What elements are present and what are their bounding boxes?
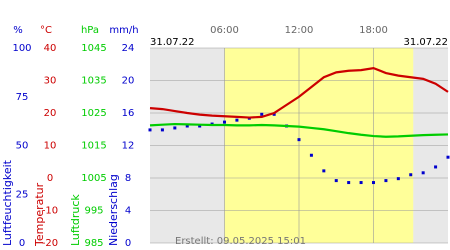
humidity-dot <box>421 171 425 175</box>
created-note: Erstellt: 09.05.2025 15:01 <box>175 236 306 247</box>
axis-unit: mm/h <box>109 25 138 36</box>
x-tick-label: 06:00 <box>210 25 239 36</box>
humidity-dot <box>160 128 164 132</box>
humidity-dot <box>347 181 351 185</box>
y-tick-label: 1035 <box>81 76 106 87</box>
y-tick-label: 30 <box>44 76 57 87</box>
y-tick-label: 995 <box>84 206 103 217</box>
humidity-dot <box>297 138 301 142</box>
axis-name: Luftfeuchtigkeit <box>1 159 14 246</box>
humidity-dot <box>446 155 450 159</box>
y-tick-label: 50 <box>16 141 29 152</box>
y-tick-label: 985 <box>84 238 103 249</box>
series-line <box>149 122 449 138</box>
y-tick-label: 25 <box>16 189 29 200</box>
x-tick-label: 12:00 <box>285 25 314 36</box>
y-tick-label: 1015 <box>81 141 106 152</box>
date-right: 31.07.22 <box>403 37 448 48</box>
y-tick-label: 10 <box>44 141 57 152</box>
y-tick-label: 20 <box>122 76 135 87</box>
humidity-dot <box>322 169 326 173</box>
y-tick-label: 12 <box>122 141 135 152</box>
humidity-dot <box>434 165 438 169</box>
humidity-dot <box>309 153 313 157</box>
y-tick-label: 0 <box>19 238 25 249</box>
x-tick-label: 18:00 <box>359 25 388 36</box>
humidity-dot <box>334 179 338 183</box>
y-tick-label: 0 <box>47 173 53 184</box>
humidity-dot <box>372 181 375 185</box>
humidity-dot <box>384 179 388 183</box>
humidity-dot <box>185 124 189 128</box>
axis-name: Niederschlag <box>107 174 120 246</box>
humidity-dot <box>148 128 152 132</box>
y-tick-label: 24 <box>122 43 135 54</box>
y-tick-label: 1045 <box>81 43 106 54</box>
axis-unit: hPa <box>81 25 99 36</box>
y-tick-label: 0 <box>125 238 131 249</box>
y-tick-label: 8 <box>125 173 131 184</box>
series-line <box>149 67 449 119</box>
y-tick-label: 20 <box>44 108 57 119</box>
humidity-dot <box>235 118 239 122</box>
y-tick-label: 75 <box>16 92 29 103</box>
y-tick-label: 1005 <box>81 173 106 184</box>
y-tick-label: 100 <box>12 43 31 54</box>
y-tick-label: -20 <box>42 238 58 249</box>
axis-name: Temperatur <box>33 182 46 247</box>
humidity-dot <box>173 126 177 130</box>
y-tick-label: 1025 <box>81 108 106 119</box>
y-tick-label: -10 <box>42 206 58 217</box>
humidity-dot <box>409 173 413 177</box>
date-left: 31.07.22 <box>150 37 195 48</box>
humidity-dot <box>198 124 202 128</box>
y-tick-label: 4 <box>125 206 131 217</box>
axis-unit: °C <box>40 25 52 36</box>
humidity-dot <box>396 177 400 181</box>
humidity-dot <box>223 120 226 124</box>
humidity-dot <box>272 112 276 116</box>
y-tick-label: 16 <box>122 108 135 119</box>
axis-name: Luftdruck <box>69 194 82 246</box>
y-tick-label: 40 <box>44 43 57 54</box>
axis-unit: % <box>13 25 23 36</box>
humidity-dot <box>359 181 363 185</box>
humidity-dot <box>260 112 264 116</box>
